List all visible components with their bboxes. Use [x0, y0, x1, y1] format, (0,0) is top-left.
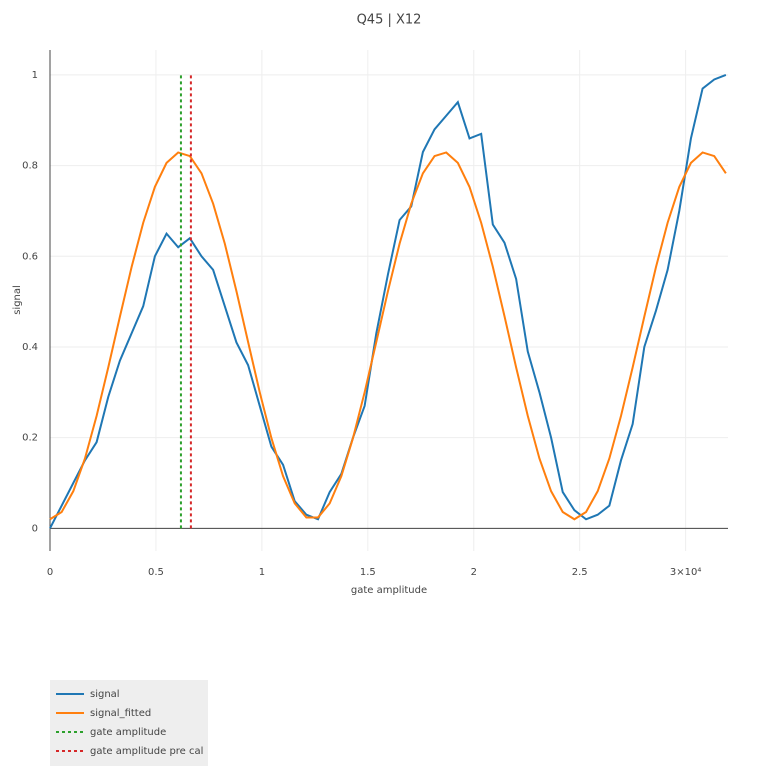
y-axis-title: signal	[12, 285, 23, 315]
x-tick-label: 1.5	[360, 567, 376, 578]
y-tick-label: 0.2	[22, 433, 38, 444]
series-line	[49, 151, 727, 521]
x-tick-label: 3×10⁴	[670, 567, 701, 578]
chart-title: Q45 | X12	[357, 13, 422, 28]
legend-label: signal_fitted	[90, 708, 151, 719]
series-line	[49, 74, 727, 529]
y-tick-label: 1	[32, 70, 38, 81]
x-tick-label: 0	[47, 567, 53, 578]
x-tick-label: 2	[471, 567, 477, 578]
legend-label: gate amplitude pre cal	[90, 746, 203, 757]
legend-label: signal	[90, 689, 120, 700]
y-tick-label: 0.8	[22, 161, 38, 172]
y-tick-label: 0	[32, 523, 38, 534]
x-axis-title: gate amplitude	[351, 585, 427, 596]
legend-label: gate amplitude	[90, 727, 166, 738]
x-tick-label: 1	[259, 567, 265, 578]
y-tick-label: 0.4	[22, 342, 38, 353]
y-tick-label: 0.6	[22, 251, 38, 262]
x-tick-label: 0.5	[148, 567, 164, 578]
x-tick-label: 2.5	[572, 567, 588, 578]
